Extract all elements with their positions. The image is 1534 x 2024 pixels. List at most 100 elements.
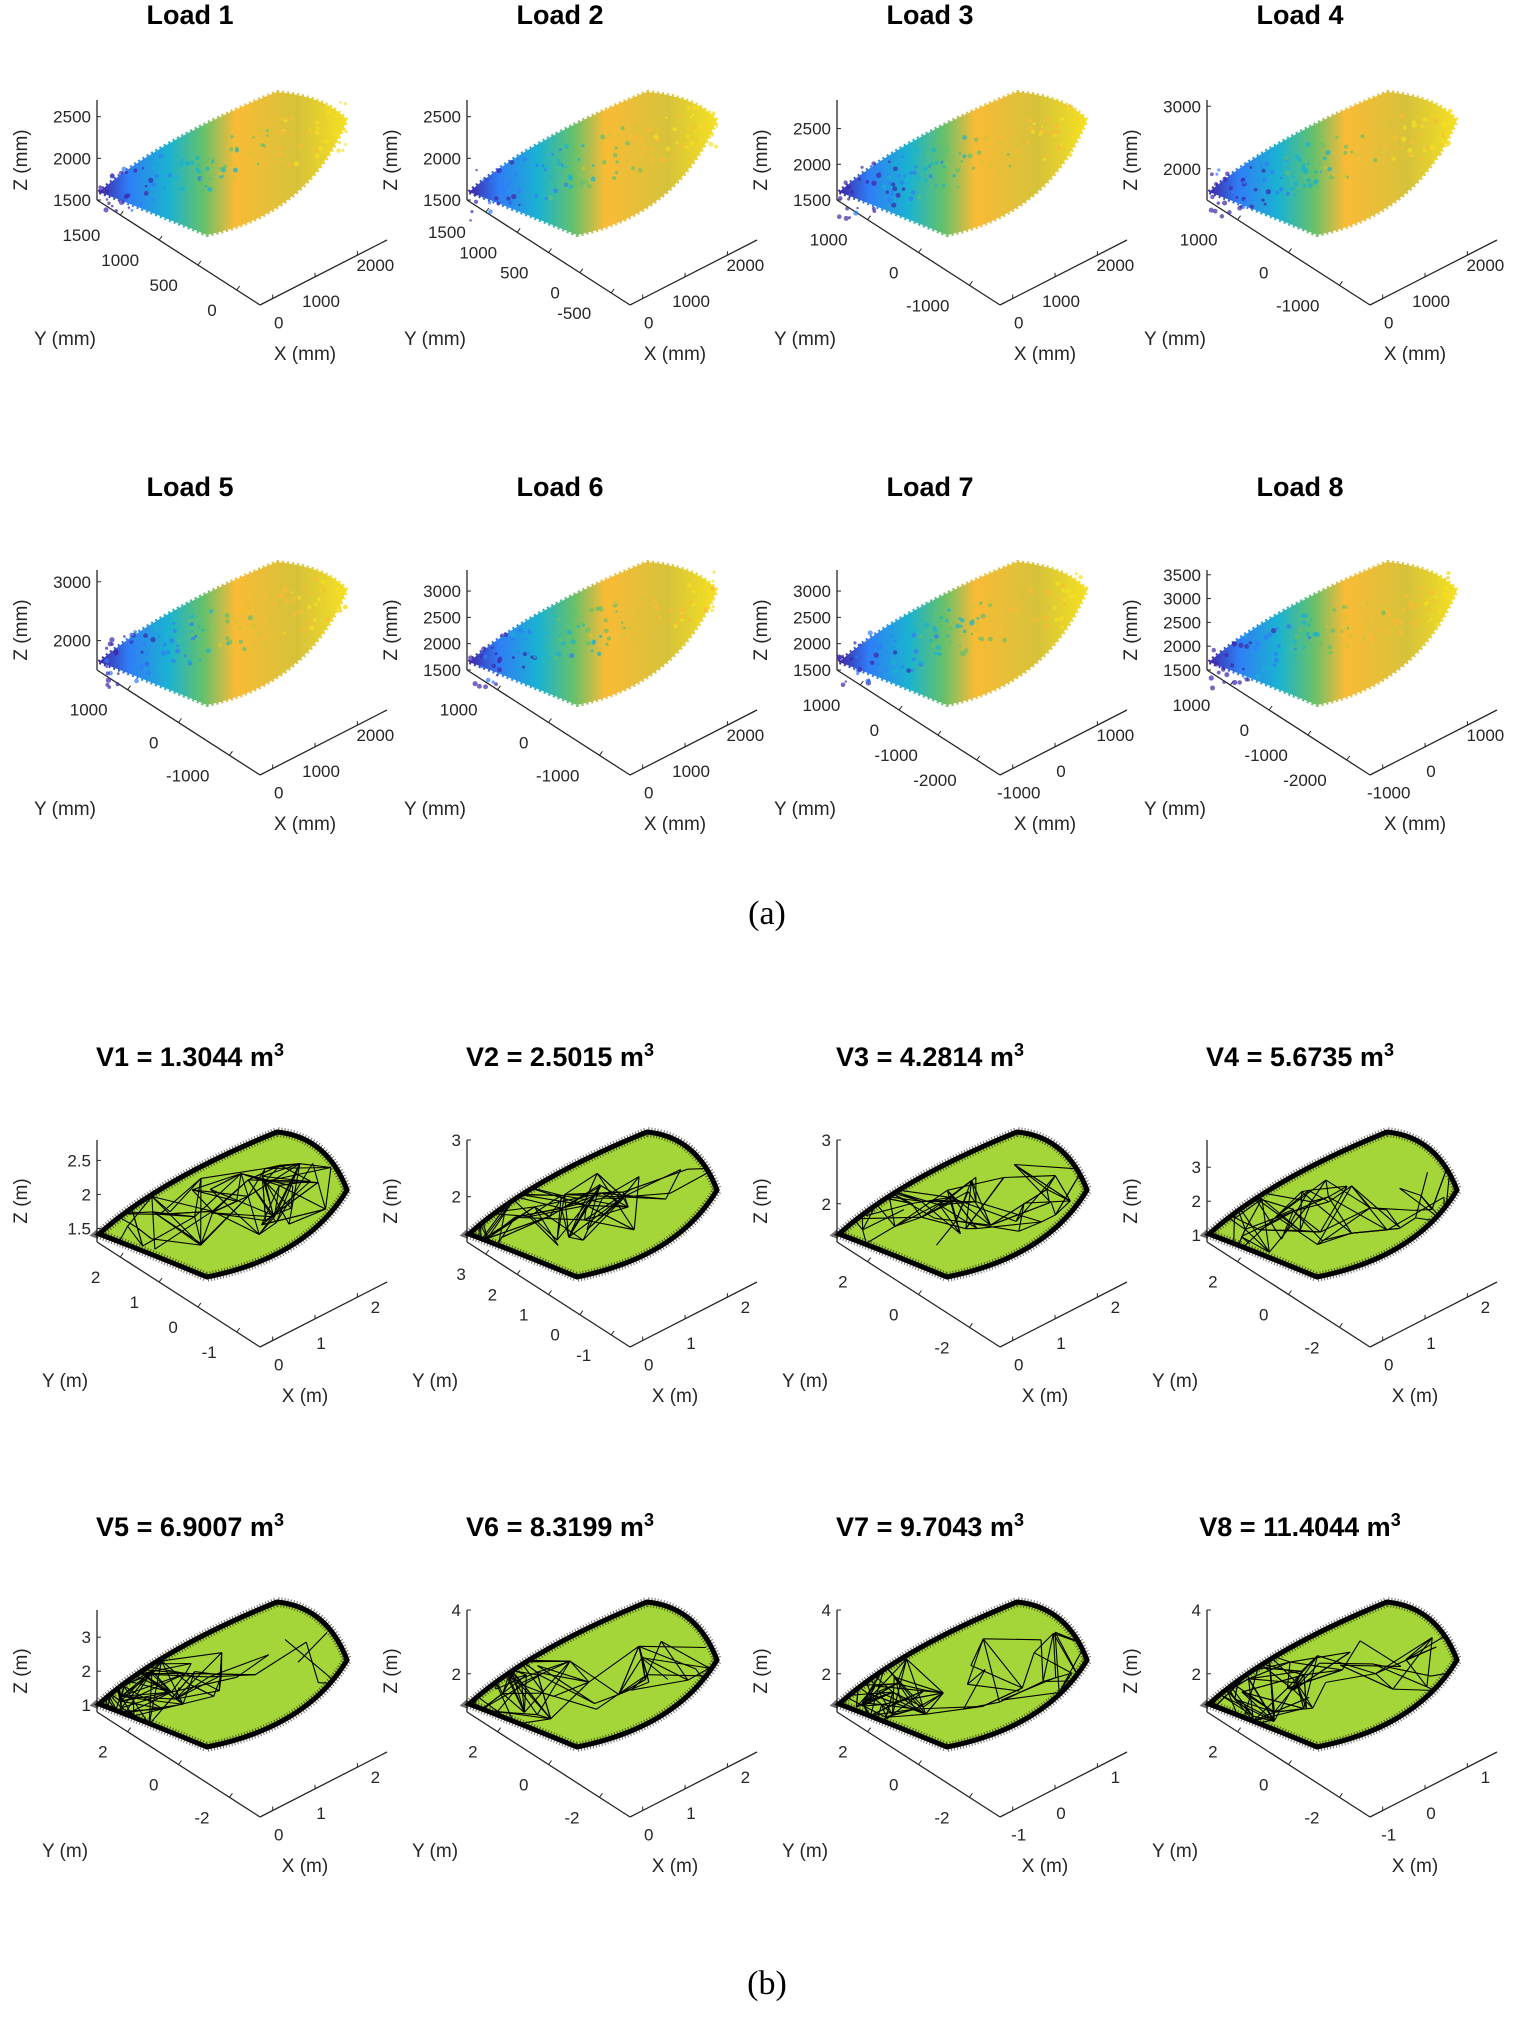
point (638, 138, 644, 144)
point (1332, 608, 1337, 612)
point (1045, 116, 1051, 122)
y-tick (158, 235, 163, 241)
x-tick-label: 2 (741, 1298, 750, 1317)
y-tick (969, 1793, 973, 1798)
point (929, 638, 933, 642)
subplot-title: Load 2 (375, 0, 745, 31)
x-tick-label: 0 (274, 1356, 283, 1375)
point (561, 178, 565, 181)
y-axis-label: Y (m) (782, 1371, 828, 1392)
point (564, 182, 569, 187)
point (639, 606, 643, 610)
mesh-edge (481, 1693, 504, 1710)
x-tick-label: 1 (316, 1804, 325, 1823)
mesh-edge (965, 1180, 973, 1229)
point (970, 632, 974, 636)
mesh-edge (537, 1665, 590, 1683)
mesh-edge (1405, 1637, 1433, 1660)
point (899, 660, 904, 665)
point (495, 673, 499, 677)
y-tick-label: -500 (557, 304, 591, 323)
point (297, 595, 302, 600)
mesh-edge (596, 1674, 648, 1710)
y-tick (1288, 248, 1292, 253)
y-tick (127, 1727, 131, 1732)
point (678, 608, 684, 614)
point (1308, 173, 1311, 177)
subplot-title-text: V1 = 1.3044 m (96, 1042, 274, 1072)
y-tick (229, 1793, 233, 1798)
mesh-edge (1055, 1168, 1084, 1216)
point (625, 159, 629, 163)
point (848, 216, 851, 220)
point (1375, 628, 1379, 632)
point (548, 195, 554, 201)
point (152, 166, 156, 170)
point (1426, 600, 1430, 604)
point (188, 661, 192, 666)
point (858, 177, 862, 181)
mesh-edge (1375, 1637, 1433, 1675)
mesh-edge (925, 1692, 944, 1715)
point (663, 147, 667, 151)
point (475, 168, 478, 172)
z-tick-label: 2 (822, 1195, 831, 1214)
point (518, 203, 521, 207)
point (890, 634, 894, 638)
z-tick-label: 2000 (793, 155, 831, 174)
point (205, 166, 210, 171)
mesh-edge (162, 1671, 196, 1710)
point (1313, 173, 1319, 178)
point (1042, 157, 1047, 162)
point (294, 160, 300, 167)
point (1006, 152, 1010, 156)
mesh-edge (921, 1204, 940, 1218)
point (1347, 632, 1353, 638)
point (871, 180, 877, 187)
y-tick-label: -2 (1304, 1808, 1319, 1827)
x-tick-label: 0 (644, 314, 653, 333)
point (200, 628, 205, 632)
point (177, 638, 181, 642)
point (344, 130, 348, 134)
z-tick-label: 1500 (423, 191, 461, 210)
mesh-edge (288, 1163, 301, 1225)
point (539, 636, 543, 640)
point (1428, 607, 1432, 611)
point (844, 680, 847, 683)
mesh-edge (211, 1212, 275, 1218)
point (1449, 118, 1454, 123)
point (110, 642, 114, 646)
point (336, 581, 340, 585)
point (1059, 624, 1064, 629)
point (696, 105, 701, 109)
point (1255, 674, 1260, 679)
point (857, 667, 863, 673)
x-tick-label: 2 (371, 1768, 380, 1787)
z-tick-label: 2.5 (67, 1151, 91, 1170)
x-tick-label: 2000 (1466, 256, 1504, 275)
point (959, 624, 963, 628)
point (230, 134, 234, 139)
point (133, 168, 138, 173)
point (1293, 180, 1299, 187)
point (1227, 210, 1232, 215)
mesh-edge (947, 1176, 1004, 1191)
point (275, 157, 279, 161)
x-tick-label: 1000 (1412, 292, 1450, 311)
subplot-title: V5 = 6.9007 m3 (5, 1510, 375, 1543)
point (281, 588, 287, 593)
point (1312, 631, 1318, 637)
y-tick-label: 3 (456, 1265, 465, 1284)
point (335, 129, 340, 134)
mesh-edge (211, 1212, 266, 1222)
point (1015, 131, 1018, 134)
subplot-title: Load 3 (745, 0, 1115, 31)
point (1358, 605, 1363, 610)
mesh-edge (963, 1701, 1000, 1710)
point (853, 210, 859, 216)
point (320, 579, 326, 585)
mesh-edge (510, 1669, 525, 1713)
z-axis-label: Z (m) (1121, 1648, 1142, 1693)
